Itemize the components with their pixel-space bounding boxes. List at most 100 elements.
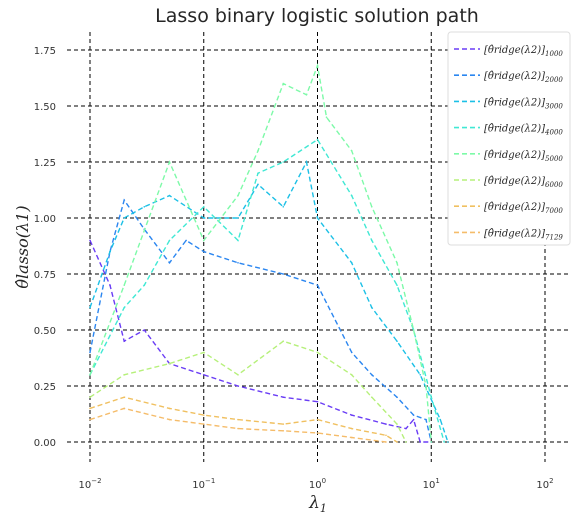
series-point (405, 441, 407, 443)
y-tick-label: 0.75 (34, 270, 56, 281)
series-point (168, 407, 171, 410)
series-point (282, 430, 285, 432)
series-point (89, 407, 91, 410)
series-point (370, 374, 373, 376)
series-point (316, 418, 319, 421)
legend-entry: [θ̂ridge(λ2)]7129 (484, 228, 563, 241)
legend-entry: [θ̂ridge(λ2)]3000 (484, 97, 563, 110)
series-point (257, 172, 259, 174)
series-point (257, 150, 259, 152)
series-point (168, 239, 171, 242)
series-point (168, 418, 171, 421)
series-point (123, 407, 126, 410)
series-point (447, 441, 449, 443)
legend-box (447, 31, 571, 246)
series-point (282, 396, 285, 399)
series-point (370, 306, 373, 309)
series-point (123, 374, 126, 376)
x-tick-label: 102 (536, 477, 553, 491)
series-point (282, 206, 285, 208)
y-tick-label: 1.75 (34, 46, 56, 57)
y-tick-labels: 0.00 0.25 0.50 0.75 1.00 1.25 1.50 1.75 (34, 46, 56, 449)
series-point (350, 194, 353, 197)
series-point (316, 400, 319, 403)
series-point (316, 217, 319, 219)
chart-title: Lasso binary logistic solution path (155, 5, 479, 27)
series-point (143, 206, 146, 208)
series-point (282, 423, 285, 425)
series-point (325, 116, 328, 118)
series-point (123, 217, 126, 219)
series-point (370, 239, 373, 242)
series-point (412, 329, 415, 331)
x-axis-label: λ1 (308, 493, 327, 515)
series-point (316, 351, 319, 354)
series-point (143, 284, 146, 287)
series-point (316, 284, 319, 287)
series-point (396, 441, 398, 443)
series-line-1000 (89, 240, 432, 443)
series-point (350, 150, 353, 152)
x-tick-labels: 10−2 10−1 100 101 102 (78, 477, 553, 491)
x-tick-label: 10−2 (78, 477, 101, 491)
series-point (237, 374, 239, 376)
x-tick-label: 101 (423, 477, 440, 491)
series-point (282, 161, 285, 163)
series-point (412, 414, 415, 416)
legend-entry: [θ̂ridge(λ2)]2000 (484, 71, 563, 84)
series-line-2000 (89, 198, 432, 443)
series-point (202, 239, 205, 242)
series-point (168, 362, 171, 365)
series-point (430, 396, 433, 399)
series-line-4000 (89, 138, 445, 443)
series-point (316, 64, 319, 67)
series-point (396, 396, 398, 399)
series-point (123, 306, 126, 309)
series-point (385, 434, 387, 437)
series-point (412, 418, 415, 421)
series-point (370, 206, 373, 208)
series-point (396, 262, 398, 264)
series-point (396, 340, 398, 343)
series-point (305, 94, 308, 96)
series-line-3000 (89, 159, 449, 443)
series-point (168, 161, 171, 163)
series-point (89, 239, 91, 242)
y-axis-label: θ̂lasso(λ1) (13, 205, 32, 288)
series-point (405, 427, 407, 430)
series-point (185, 239, 187, 242)
series-point (316, 432, 319, 434)
y-tick-label: 1.00 (34, 214, 56, 225)
legend-entry: [θ̂ridge(λ2)]1000 (484, 45, 563, 58)
series-point (89, 351, 91, 354)
series-point (237, 239, 239, 242)
series-point (282, 82, 285, 85)
series-point (257, 183, 259, 186)
y-tick-label: 1.25 (34, 158, 56, 169)
series-point (168, 194, 171, 197)
y-tick-label: 0.25 (34, 382, 56, 393)
series-point (168, 262, 171, 264)
series-line-7129 (89, 407, 387, 443)
series-point (89, 418, 91, 421)
series-point (109, 284, 111, 287)
legend-entry: [θ̂ridge(λ2)]6000 (484, 176, 563, 189)
series-lines (89, 63, 449, 443)
series-point (109, 250, 111, 253)
x-tick-label: 100 (309, 477, 326, 491)
series-point (237, 217, 239, 219)
series-point (202, 250, 205, 253)
series-point (89, 374, 91, 376)
series-point (350, 351, 353, 354)
series-point (370, 396, 373, 399)
series-point (123, 284, 126, 287)
legend-entry: [θ̂ridge(λ2)]4000 (484, 124, 563, 137)
series-point (425, 385, 427, 387)
series-point (385, 423, 387, 425)
series-point (425, 418, 427, 421)
series-point (237, 427, 239, 430)
series-point (396, 284, 398, 287)
series-point (237, 385, 239, 387)
series-point (419, 441, 422, 443)
